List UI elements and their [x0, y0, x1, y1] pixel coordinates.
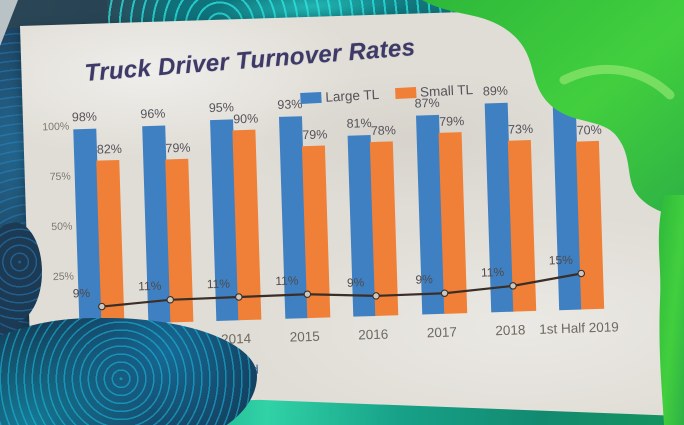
line-path — [101, 272, 582, 308]
line-marker — [98, 302, 106, 311]
line-value-label: 9% — [346, 275, 365, 290]
legend-label-large-tl: Large TL — [325, 86, 380, 105]
line-value-label: 9% — [72, 285, 91, 301]
marble-paint-left-bulge — [0, 222, 42, 322]
line-marker — [509, 282, 517, 290]
green-blob-right-edge — [658, 195, 684, 425]
line-value-label: 11% — [206, 276, 231, 291]
line-marker — [235, 293, 243, 301]
green-blob-highlight — [559, 64, 675, 100]
turnover-line-series — [98, 269, 586, 311]
line-marker — [303, 290, 312, 298]
marble-paint-bottom-left — [0, 318, 257, 425]
line-value-label: 11% — [275, 273, 299, 289]
legend-swatch-blue — [300, 91, 322, 105]
line-marker — [440, 289, 449, 297]
slide: Truck Driver Turnover Rates Large TL Sma… — [20, 3, 684, 425]
plot-area: 100%75%50%25%0%98%82%9%201296%79%11%2013… — [20, 4, 684, 425]
line-marker — [166, 296, 175, 304]
line-marker — [577, 269, 586, 278]
green-blob-main — [422, 0, 684, 218]
line-value-label: 11% — [138, 279, 162, 294]
line-marker — [372, 292, 380, 300]
green-paint-blob — [422, 0, 684, 425]
